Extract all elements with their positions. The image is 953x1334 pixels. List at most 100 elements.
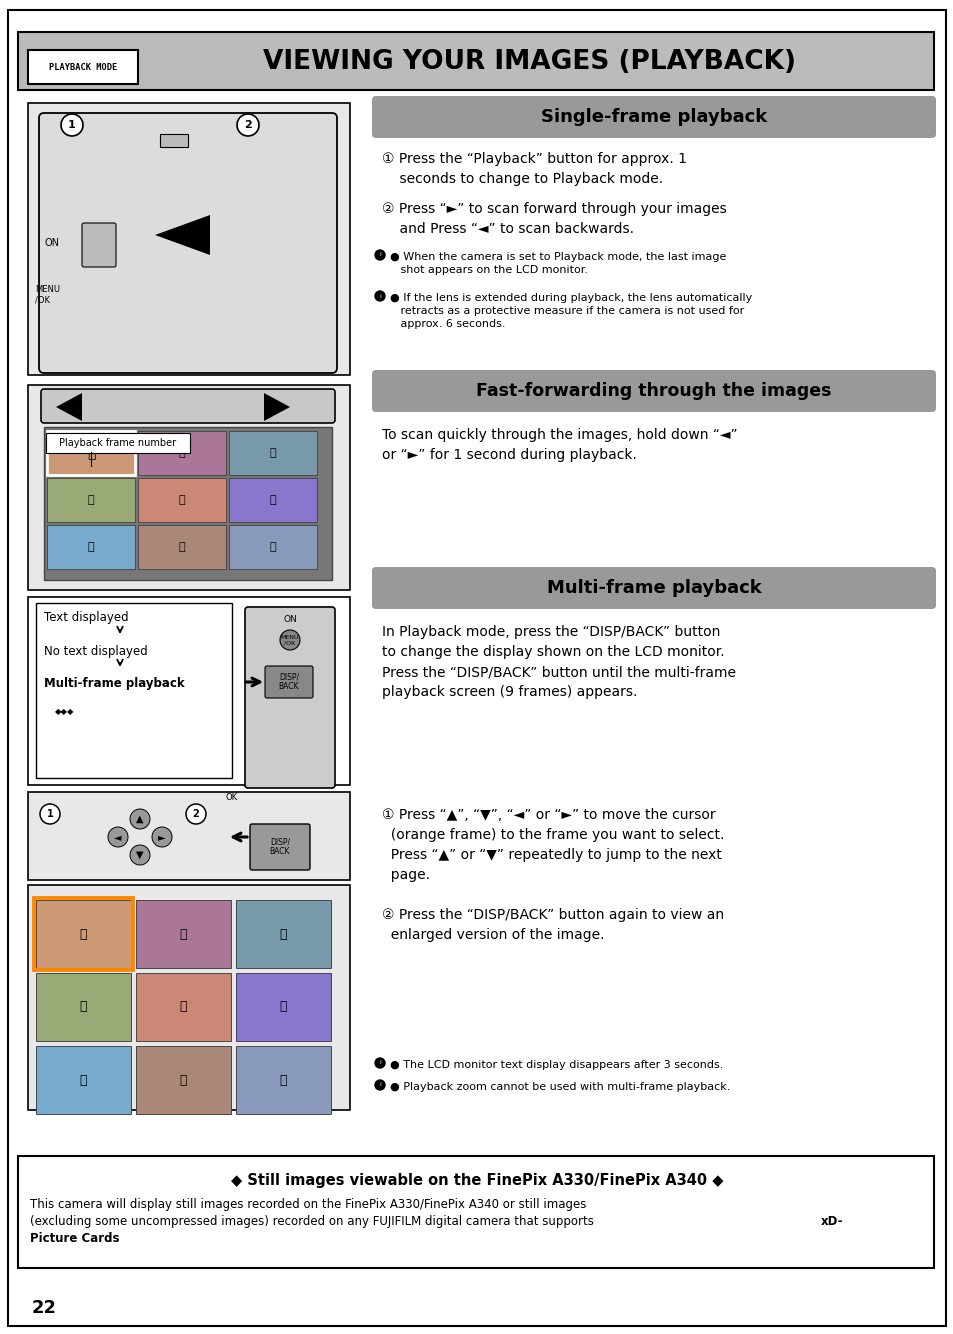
Text: 👫: 👫	[179, 1000, 187, 1014]
Text: VIEWING YOUR IMAGES (PLAYBACK): VIEWING YOUR IMAGES (PLAYBACK)	[263, 49, 796, 75]
Text: 👫: 👫	[88, 495, 94, 506]
Circle shape	[375, 1058, 385, 1069]
Text: In Playback mode, press the “DISP/BACK” button
to change the display shown on th: In Playback mode, press the “DISP/BACK” …	[381, 626, 735, 699]
FancyBboxPatch shape	[28, 386, 350, 590]
FancyBboxPatch shape	[372, 567, 935, 610]
Polygon shape	[154, 215, 210, 255]
FancyBboxPatch shape	[136, 1046, 231, 1114]
FancyBboxPatch shape	[28, 49, 138, 84]
Text: 👫: 👫	[179, 927, 187, 940]
Text: OK: OK	[226, 794, 238, 803]
Text: No text displayed: No text displayed	[44, 644, 148, 658]
Circle shape	[375, 1081, 385, 1090]
Circle shape	[108, 827, 128, 847]
Text: ● The LCD monitor text display disappears after 3 seconds.: ● The LCD monitor text display disappear…	[390, 1061, 722, 1070]
Text: 👫: 👫	[80, 927, 87, 940]
Text: 22: 22	[32, 1299, 57, 1317]
Circle shape	[130, 808, 150, 828]
FancyBboxPatch shape	[41, 390, 335, 423]
Circle shape	[186, 804, 206, 824]
Text: 👫: 👫	[279, 1000, 287, 1014]
Text: 👫: 👫	[279, 1074, 287, 1086]
Text: 👫: 👫	[87, 446, 95, 460]
Text: Text displayed: Text displayed	[44, 611, 129, 624]
Circle shape	[280, 630, 299, 650]
Text: ② Press the “DISP/BACK” button again to view an
  enlarged version of the image.: ② Press the “DISP/BACK” button again to …	[381, 908, 723, 942]
FancyBboxPatch shape	[138, 478, 226, 522]
Polygon shape	[264, 394, 290, 422]
Circle shape	[152, 827, 172, 847]
Text: ② Press “►” to scan forward through your images
    and Press “◄” to scan backwa: ② Press “►” to scan forward through your…	[381, 201, 726, 236]
Text: MENU
/OK: MENU /OK	[280, 635, 299, 646]
Text: (excluding some uncompressed images) recorded on any FUJIFILM digital camera tha: (excluding some uncompressed images) rec…	[30, 1215, 597, 1229]
Text: 1: 1	[68, 120, 76, 129]
Text: ① Press the “Playback” button for approx. 1
    seconds to change to Playback mo: ① Press the “Playback” button for approx…	[381, 152, 686, 185]
Text: PLAYBACK MODE: PLAYBACK MODE	[49, 63, 117, 72]
Text: i: i	[378, 1061, 380, 1066]
FancyBboxPatch shape	[229, 478, 316, 522]
FancyBboxPatch shape	[160, 133, 188, 147]
FancyBboxPatch shape	[235, 900, 331, 968]
Circle shape	[40, 804, 60, 824]
FancyBboxPatch shape	[18, 1157, 933, 1269]
FancyBboxPatch shape	[136, 972, 231, 1041]
FancyBboxPatch shape	[47, 431, 135, 475]
FancyBboxPatch shape	[138, 526, 226, 570]
Text: To scan quickly through the images, hold down “◄”
or “►” for 1 second during pla: To scan quickly through the images, hold…	[381, 428, 737, 462]
FancyBboxPatch shape	[229, 431, 316, 475]
Text: This camera will display still images recorded on the FinePix A330/FinePix A340 : This camera will display still images re…	[30, 1198, 586, 1211]
Text: 👫: 👫	[178, 495, 185, 506]
FancyBboxPatch shape	[36, 1046, 131, 1114]
FancyBboxPatch shape	[28, 792, 350, 880]
FancyBboxPatch shape	[18, 32, 933, 89]
FancyBboxPatch shape	[44, 427, 332, 580]
FancyBboxPatch shape	[28, 598, 350, 784]
FancyBboxPatch shape	[46, 434, 190, 454]
Text: .: .	[107, 1233, 111, 1245]
Circle shape	[61, 113, 83, 136]
Text: MENU
/OK: MENU /OK	[35, 285, 60, 304]
Text: 👫: 👫	[80, 1000, 87, 1014]
Text: 👫: 👫	[270, 542, 276, 552]
Circle shape	[375, 291, 385, 301]
Text: ON: ON	[44, 237, 59, 248]
FancyBboxPatch shape	[245, 607, 335, 788]
Circle shape	[130, 844, 150, 864]
FancyBboxPatch shape	[372, 370, 935, 412]
Text: Fast-forwarding through the images: Fast-forwarding through the images	[476, 382, 831, 400]
Text: xD-: xD-	[821, 1215, 842, 1229]
Text: ① Press “▲”, “▼”, “◄” or “►” to move the cursor
  (orange frame) to the frame yo: ① Press “▲”, “▼”, “◄” or “►” to move the…	[381, 808, 723, 882]
Text: 2: 2	[244, 120, 252, 129]
FancyBboxPatch shape	[138, 431, 226, 475]
FancyBboxPatch shape	[36, 900, 131, 968]
Text: DISP/
BACK: DISP/ BACK	[278, 672, 299, 691]
Text: 👫: 👫	[80, 1074, 87, 1086]
Text: 👫: 👫	[270, 495, 276, 506]
Text: ◆ Still images viewable on the FinePix A330/FinePix A340 ◆: ◆ Still images viewable on the FinePix A…	[231, 1173, 722, 1187]
Text: Multi-frame playback: Multi-frame playback	[546, 579, 760, 598]
Text: ◆◆◆: ◆◆◆	[55, 707, 74, 716]
Text: i: i	[378, 252, 380, 257]
FancyBboxPatch shape	[28, 103, 350, 375]
FancyBboxPatch shape	[235, 972, 331, 1041]
Text: ▼: ▼	[136, 850, 144, 860]
Text: 👫: 👫	[179, 1074, 187, 1086]
Text: i: i	[378, 1082, 380, 1087]
FancyBboxPatch shape	[39, 113, 336, 374]
FancyBboxPatch shape	[136, 900, 231, 968]
Text: 👫: 👫	[270, 448, 276, 458]
Text: 👫: 👫	[279, 927, 287, 940]
FancyBboxPatch shape	[250, 824, 310, 870]
FancyBboxPatch shape	[47, 431, 135, 475]
Text: Multi-frame playback: Multi-frame playback	[44, 678, 185, 691]
Text: Playback frame number: Playback frame number	[59, 438, 176, 448]
Circle shape	[236, 113, 258, 136]
Text: 👫: 👫	[178, 448, 185, 458]
Text: ● When the camera is set to Playback mode, the last image
   shot appears on the: ● When the camera is set to Playback mod…	[390, 252, 725, 275]
Polygon shape	[56, 394, 82, 422]
Text: ▲: ▲	[136, 814, 144, 824]
Text: ● If the lens is extended during playback, the lens automatically
   retracts as: ● If the lens is extended during playbac…	[390, 293, 752, 328]
Text: DISP/
BACK: DISP/ BACK	[270, 838, 290, 856]
FancyBboxPatch shape	[36, 972, 131, 1041]
FancyBboxPatch shape	[372, 96, 935, 137]
